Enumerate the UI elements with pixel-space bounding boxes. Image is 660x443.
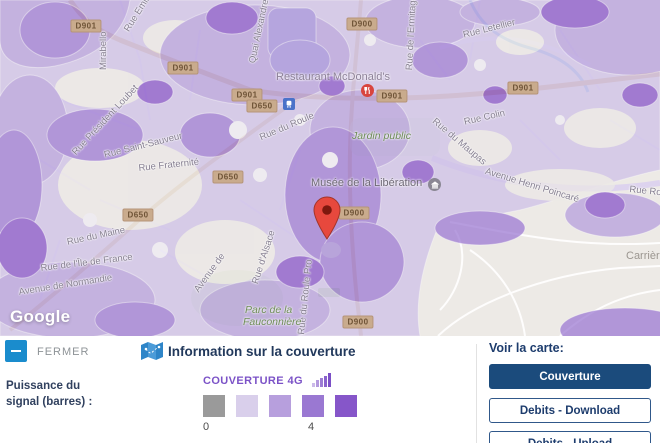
signal-strength-label: Puissance du signal (barres) :	[6, 380, 93, 408]
legend-scale-max: 4	[308, 421, 315, 433]
legend-swatch-2	[269, 395, 291, 417]
road-shield: D901	[376, 89, 408, 103]
map-pin	[313, 196, 341, 240]
map-type-heading: Voir la carte:	[489, 341, 564, 355]
park-label-parc-line2: Fauconnière	[243, 316, 302, 328]
legend-swatch-4	[335, 395, 357, 417]
panel-title: Information sur la couverture	[168, 344, 356, 359]
legend-swatch-1	[236, 395, 258, 417]
minus-icon	[11, 350, 21, 352]
signal-bars-icon	[311, 373, 331, 387]
coverage-info-panel: FERMER Information sur la couverture Pui…	[0, 336, 660, 443]
legend-swatches	[203, 395, 359, 417]
legend-title: COUVERTURE 4G	[203, 375, 303, 387]
coverage-map[interactable]: Rue Letellier Rue Emile Mirabello Rue de…	[0, 0, 660, 336]
road-shield: D650	[246, 99, 278, 113]
close-panel-label[interactable]: FERMER	[37, 346, 90, 358]
road-shield: D901	[167, 61, 199, 75]
map-type-selector: Voir la carte: Couverture Debits - Downl…	[489, 341, 651, 443]
road-shield: D900	[342, 315, 374, 329]
close-panel-button[interactable]	[5, 340, 27, 362]
debits-upload-button[interactable]: Debits - Upload	[489, 431, 651, 443]
coverage-legend: COUVERTURE 4G 0 4	[203, 373, 359, 434]
legend-swatch-0	[203, 395, 225, 417]
transit-station-icon[interactable]	[283, 98, 295, 110]
legend-scale-min: 0	[203, 421, 210, 433]
road-shield: D650	[212, 170, 244, 184]
park-label-jardin: Jardin public	[352, 130, 411, 142]
street-label: Mirabello	[98, 31, 109, 70]
couverture-button[interactable]: Couverture	[489, 364, 651, 389]
poi-label-restaurant[interactable]: Restaurant McDonald's	[276, 71, 390, 83]
panel-divider	[476, 344, 477, 443]
coverage-dot	[321, 242, 341, 258]
museum-icon[interactable]	[428, 178, 441, 191]
road-shield: D900	[338, 206, 370, 220]
restaurant-icon[interactable]	[361, 84, 374, 97]
road-shield: D901	[507, 81, 539, 95]
legend-swatch-3	[302, 395, 324, 417]
road-shield: D901	[70, 19, 102, 33]
google-logo[interactable]: Google	[10, 307, 71, 326]
road-shield: D900	[346, 17, 378, 31]
road-shield: D650	[122, 208, 154, 222]
debits-download-button[interactable]: Debits - Download	[489, 398, 651, 423]
map-canvas	[0, 0, 660, 336]
park-label-parc-line1: Parc de la	[245, 304, 293, 316]
area-label-carriere: Carrière	[626, 250, 660, 262]
map-info-icon	[140, 340, 164, 367]
poi-label-museum[interactable]: Musée de la Libération	[311, 177, 423, 189]
